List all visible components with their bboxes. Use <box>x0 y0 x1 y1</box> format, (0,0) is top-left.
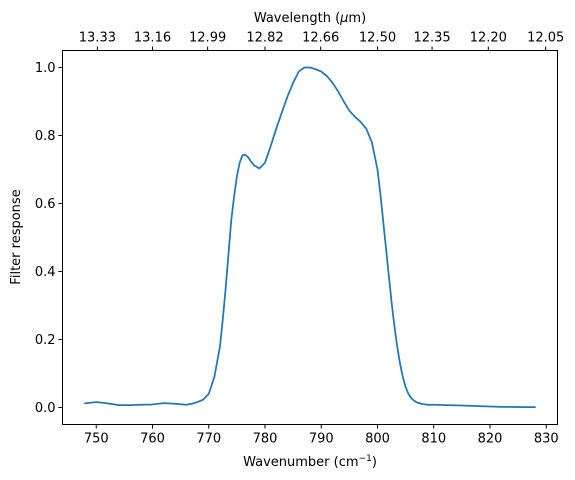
top-x-tick-label: 12.66 <box>302 31 339 46</box>
y-tick-label: 0.6 <box>35 197 56 212</box>
x-axis-title-sup: −1 <box>359 454 372 464</box>
y-axis-title: Filter response <box>9 189 24 284</box>
x-tick-label: 790 <box>309 432 334 447</box>
top-x-tick-label: 12.05 <box>527 31 564 46</box>
top-axis-title-end: m) <box>348 11 366 26</box>
x-tick-label: 770 <box>196 432 221 447</box>
x-tick-label: 800 <box>365 432 390 447</box>
x-tick-label: 750 <box>84 432 109 447</box>
plot-frame <box>62 50 558 425</box>
x-tick-label: 820 <box>478 432 503 447</box>
y-tick-label: 0.4 <box>35 265 56 280</box>
y-tick-label: 0.0 <box>35 401 56 416</box>
y-tick-label: 0.8 <box>35 129 56 144</box>
top-axis-title-mu: μ <box>339 11 348 26</box>
x-axis-title: Wavenumber (cm−1) <box>243 454 377 470</box>
x-tick-label: 830 <box>534 432 559 447</box>
top-x-tick-label: 12.50 <box>359 31 396 46</box>
series-layer <box>84 66 536 409</box>
y-tick-label: 0.2 <box>35 333 56 348</box>
filter-response-line <box>84 66 536 409</box>
ticks-layer: 750 760 770 780 790 800 810 820 830 0.0 0.2 0.4 0.6 0… <box>35 31 564 447</box>
top-x-tick-label: 13.16 <box>134 31 171 46</box>
x-tick-label: 760 <box>140 432 165 447</box>
top-x-tick-label: 13.33 <box>79 31 116 46</box>
top-x-tick-label: 12.20 <box>470 31 507 46</box>
top-x-tick-label: 12.99 <box>189 31 226 46</box>
y-tick-label: 1.0 <box>35 61 56 76</box>
x-tick-label: 780 <box>253 432 278 447</box>
top-axis-title: Wavelength (μm) <box>254 11 366 26</box>
top-axis-title-main: Wavelength ( <box>254 11 340 26</box>
x-axis-title-end: ) <box>372 455 377 470</box>
x-axis-title-main: Wavenumber (cm <box>243 455 358 470</box>
x-tick-label: 810 <box>421 432 446 447</box>
top-x-tick-label: 12.35 <box>413 31 450 46</box>
top-x-tick-label: 12.82 <box>246 31 283 46</box>
